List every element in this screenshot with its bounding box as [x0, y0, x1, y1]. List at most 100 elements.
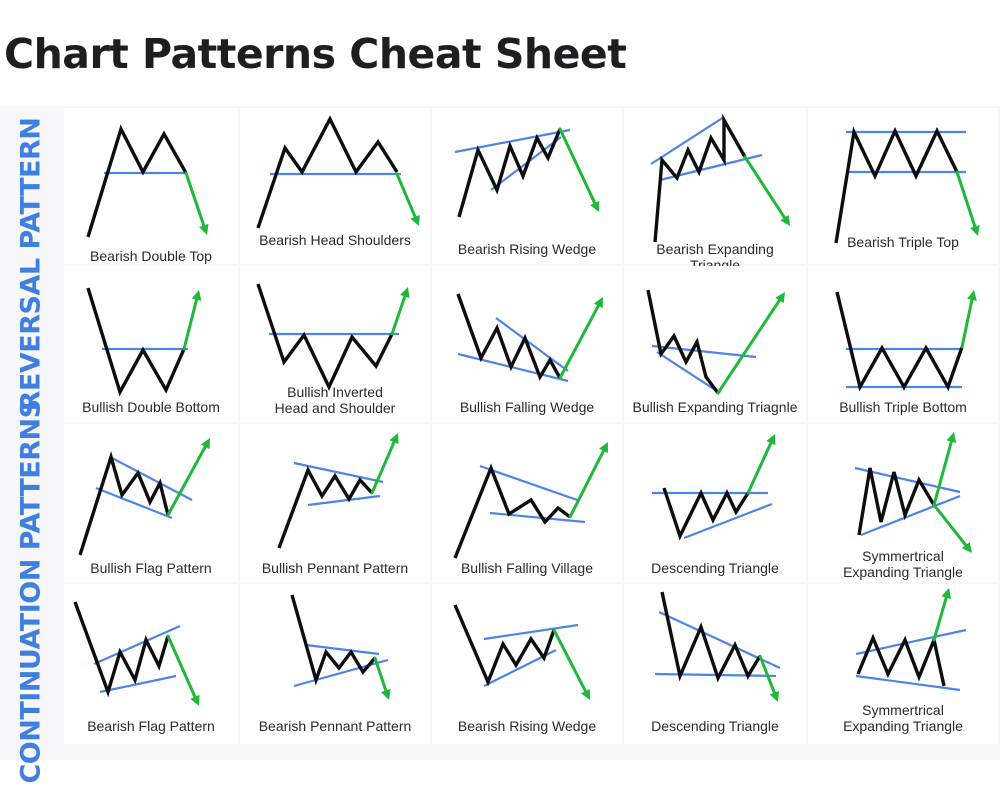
trendline — [651, 344, 757, 359]
pattern-diagram — [646, 289, 785, 395]
pattern-card: Descending Triangle — [624, 424, 806, 582]
trendline — [489, 511, 586, 524]
pattern-caption: Bullish Double Bottom — [82, 399, 220, 415]
pattern-caption: Bullish Falling Wedge — [459, 399, 595, 415]
price-path — [256, 283, 394, 391]
trendline — [93, 624, 181, 666]
trendline — [305, 643, 380, 656]
pattern-caption: Bearish Triple Top — [847, 234, 959, 250]
pattern-card: Bullish Triple Bottom — [808, 266, 998, 422]
price-path — [653, 113, 747, 243]
pattern-card-background — [624, 424, 806, 582]
breakout-up-arrow — [932, 432, 957, 507]
breakout-up-arrow — [746, 434, 776, 495]
pattern-diagram — [456, 293, 603, 383]
pattern-caption: Bearish Head Shoulders — [259, 232, 411, 248]
breakdown-down-arrow — [373, 656, 391, 700]
breakdown-down-arrow — [955, 170, 980, 236]
page-title: Chart Patterns Cheat Sheet — [4, 30, 627, 78]
pattern-diagram — [854, 432, 972, 553]
pattern-diagram — [454, 127, 600, 218]
breakout-up-arrow — [716, 292, 785, 395]
pattern-card-background — [808, 266, 998, 422]
price-path — [86, 287, 186, 397]
price-path — [457, 128, 562, 218]
pattern-card: Descending Triangle — [624, 584, 806, 744]
pattern-card: Bullish Inverted Head and Shoulder — [240, 266, 430, 422]
price-path — [256, 115, 399, 229]
breakout-up-arrow — [558, 297, 603, 380]
pattern-diagram — [453, 604, 590, 700]
trendline — [683, 502, 773, 540]
pattern-card: Bearish Flag Pattern — [64, 584, 238, 744]
pattern-diagram — [834, 126, 980, 244]
pattern-card-background — [64, 584, 238, 744]
pattern-card: Bearish Head Shoulders — [240, 108, 430, 264]
breakdown-down-arrow — [558, 127, 600, 212]
pattern-caption: Bullish Pennant Pattern — [261, 560, 409, 576]
pattern-caption: Bearish Rising Wedge — [457, 718, 597, 734]
pattern-card: Bearish Pennant Pattern — [240, 584, 430, 744]
breakdown-down-arrow — [552, 628, 590, 700]
price-path — [86, 124, 188, 238]
pattern-diagram — [654, 591, 781, 702]
pattern-caption: Bearish Flag Pattern — [87, 718, 215, 734]
pattern-card: Bearish Expanding Triangle — [624, 108, 806, 273]
pattern-caption: Descending Triangle — [651, 560, 779, 576]
trendline — [293, 461, 384, 484]
trendline — [656, 351, 721, 394]
breakout-up-arrow — [166, 438, 210, 517]
trendline — [457, 352, 569, 383]
pattern-card: Symmertrical Expanding Triangle — [808, 584, 998, 744]
price-path — [456, 293, 562, 381]
breakout-up-arrow — [932, 588, 952, 642]
section-label-continuation: CONTINUATION PATTERNS — [6, 399, 56, 783]
pattern-card: Symmertrical Expanding Triangle — [808, 424, 998, 582]
pattern-diagram — [835, 290, 977, 392]
pattern-caption: Bearish Pennant Pattern — [258, 718, 412, 734]
price-path — [277, 465, 374, 549]
pattern-diagram — [650, 113, 790, 243]
breakout-up-arrow — [960, 290, 977, 349]
price-path — [453, 463, 572, 559]
breakdown-down-arrow — [932, 503, 972, 553]
pattern-card: Bearish Double Top — [64, 108, 238, 264]
pattern-diagram — [86, 124, 209, 238]
trendline — [95, 486, 173, 520]
price-path — [660, 591, 762, 683]
pattern-card-background — [624, 266, 806, 422]
breakdown-down-arrow — [166, 634, 200, 706]
breakdown-down-arrow — [743, 155, 790, 226]
section-label-reversal-text: REVERSAL PATTERN — [15, 117, 47, 411]
trendline — [307, 494, 381, 507]
price-path — [834, 126, 959, 244]
pattern-caption: Symmertrical Expanding Triangle — [843, 548, 963, 580]
pattern-caption: Bullish Expanding Triagnle — [632, 399, 798, 415]
trendline — [99, 674, 177, 694]
trendline — [293, 658, 389, 688]
pattern-diagram — [277, 433, 399, 549]
breakout-up-arrow — [370, 433, 399, 495]
pattern-card-background — [240, 424, 430, 582]
trendline — [855, 628, 967, 656]
breakdown-down-arrow — [758, 654, 780, 702]
section-label-continuation-text: CONTINUATION PATTERNS — [15, 398, 47, 784]
breakout-up-arrow — [182, 290, 202, 351]
pattern-caption: Bullish Triple Bottom — [839, 399, 967, 415]
pattern-card: Bearish Triple Top — [808, 108, 998, 264]
pattern-card: Bullish Falling Wedge — [432, 266, 622, 422]
pattern-diagram — [256, 115, 420, 229]
pattern-diagram — [855, 588, 967, 692]
pattern-diagram — [86, 287, 202, 397]
pattern-card: Bullish Expanding Triagnle — [624, 266, 806, 422]
price-path — [835, 291, 964, 392]
pattern-caption: Bearish Rising Wedge — [457, 241, 597, 257]
pattern-card-background — [808, 108, 998, 264]
trendline — [855, 674, 961, 692]
trendline — [860, 494, 961, 537]
pattern-diagram — [78, 438, 210, 556]
pattern-caption: Symmertrical Expanding Triangle — [843, 702, 963, 734]
pattern-diagram — [73, 601, 200, 706]
pattern-caption: Bullish Flag Pattern — [90, 560, 212, 576]
pattern-card-background — [432, 108, 622, 264]
